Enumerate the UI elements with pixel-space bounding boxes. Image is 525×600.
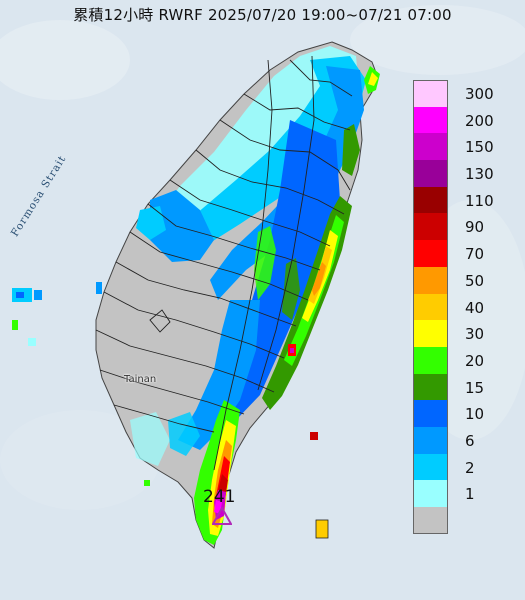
legend-label: 200 bbox=[465, 111, 494, 130]
legend-row: 110 bbox=[413, 186, 517, 214]
legend-label: 15 bbox=[465, 378, 485, 397]
max-rainfall-triangle-icon bbox=[212, 507, 232, 525]
legend-row bbox=[413, 507, 517, 534]
legend-row: 10 bbox=[413, 400, 517, 427]
legend-label: 70 bbox=[465, 245, 485, 264]
legend-swatch bbox=[413, 400, 448, 427]
legend-label: 10 bbox=[465, 405, 485, 424]
legend-row: 300 bbox=[413, 80, 517, 107]
legend-row: 130 bbox=[413, 160, 517, 187]
legend-label: 110 bbox=[465, 191, 494, 210]
legend-label: 150 bbox=[465, 138, 494, 157]
legend-row: 150 bbox=[413, 133, 517, 161]
legend-swatch bbox=[413, 507, 448, 534]
legend-swatch bbox=[413, 133, 448, 161]
legend-row: 30 bbox=[413, 320, 517, 347]
color-legend: 300 200 150 130 110 90 70 50 40 30 20 15 10 6 2 1 bbox=[413, 80, 517, 534]
legend-label: 300 bbox=[465, 85, 494, 103]
legend-swatch bbox=[413, 160, 448, 187]
legend-swatch bbox=[413, 266, 448, 294]
legend-row: 70 bbox=[413, 240, 517, 267]
legend-row: 40 bbox=[413, 293, 517, 321]
legend-label: 90 bbox=[465, 218, 485, 237]
legend-label: 2 bbox=[465, 458, 475, 477]
legend-label: 130 bbox=[465, 165, 494, 184]
legend-row: 6 bbox=[413, 426, 517, 454]
legend-label: 30 bbox=[465, 325, 485, 344]
legend-swatch bbox=[413, 480, 448, 507]
legend-row: 20 bbox=[413, 346, 517, 374]
offshore-islands bbox=[12, 282, 329, 539]
legend-swatch bbox=[413, 186, 448, 214]
legend-row: 200 bbox=[413, 106, 517, 134]
legend-label: 20 bbox=[465, 351, 485, 370]
legend-label: 1 bbox=[465, 485, 475, 504]
legend-swatch bbox=[413, 320, 448, 347]
legend-swatch bbox=[413, 213, 448, 241]
legend-row: 1 bbox=[413, 480, 517, 507]
legend-row: 90 bbox=[413, 213, 517, 241]
legend-swatch bbox=[413, 453, 448, 481]
county-boundaries bbox=[95, 55, 353, 471]
legend-swatch bbox=[413, 346, 448, 374]
legend-swatch bbox=[413, 426, 448, 454]
legend-swatch bbox=[413, 80, 448, 107]
legend-swatch bbox=[413, 106, 448, 134]
legend-swatch bbox=[413, 293, 448, 321]
legend-row: 2 bbox=[413, 453, 517, 481]
legend-swatch bbox=[413, 373, 448, 401]
max-rainfall-value: 241 bbox=[203, 487, 236, 507]
legend-row: 50 bbox=[413, 266, 517, 294]
cloud-texture bbox=[0, 5, 525, 510]
legend-label: 6 bbox=[465, 431, 475, 450]
legend-label: 50 bbox=[465, 271, 485, 290]
legend-swatch bbox=[413, 240, 448, 267]
legend-label: 40 bbox=[465, 298, 485, 317]
map-title: 累積12小時 RWRF 2025/07/20 19:00~07/21 07:00 bbox=[73, 6, 452, 24]
city-label-tainan: Tainan bbox=[124, 374, 157, 385]
legend-row: 15 bbox=[413, 373, 517, 401]
